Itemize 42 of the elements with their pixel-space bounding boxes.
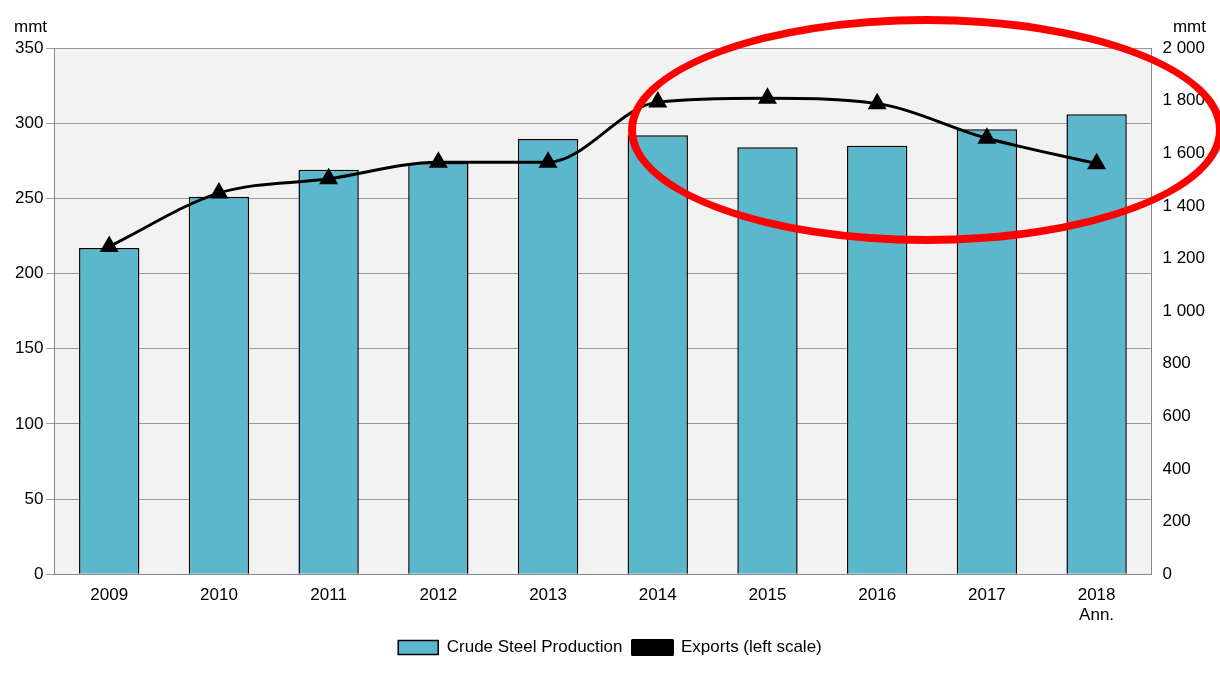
y2-tick-label: 2 000 [1162, 37, 1206, 57]
y-axis-title: mmt [14, 17, 48, 37]
legend-label: Exports (left scale) [681, 637, 822, 657]
y-tick-label: 50 [24, 488, 44, 508]
x-tick-label: 2018 Ann. [1077, 585, 1116, 625]
point [868, 94, 886, 110]
x-tick-label: 2014 [638, 585, 677, 605]
x-tick-label: 2010 [200, 585, 238, 605]
y2-tick-label: 1 400 [1162, 195, 1206, 215]
x-tick-label: 2017 [967, 585, 1006, 605]
y2-tick-label: 0 [1162, 563, 1172, 583]
point [429, 152, 447, 168]
x-tick-label: 2016 [858, 585, 897, 605]
point [100, 236, 118, 252]
point [539, 152, 557, 168]
y-tick-label: 350 [14, 37, 44, 57]
x-tick-label: 2012 [419, 585, 458, 605]
point [1088, 154, 1106, 170]
x-tick-label: 2015 [748, 585, 787, 605]
y-tick-label: 300 [14, 112, 44, 132]
point [759, 88, 776, 104]
x-tick-label: 2011 [310, 585, 347, 605]
y2-tick-label: 1 600 [1162, 142, 1206, 162]
legend-label: Crude Steel Production [446, 637, 623, 657]
y-tick-label: 0 [33, 563, 44, 583]
point [210, 183, 228, 199]
point [978, 128, 996, 144]
x-tick-label: 2009 [90, 585, 129, 605]
y-tick-label: 200 [14, 263, 44, 283]
x-tick-label: 2013 [529, 585, 567, 605]
y2-tick-label: 1 000 [1162, 300, 1206, 320]
y2-tick-label: 400 [1162, 458, 1191, 478]
y-tick-label: 150 [14, 338, 44, 358]
y2-axis-title: mmt [1172, 17, 1207, 37]
point [320, 169, 338, 185]
y2-tick-label: 800 [1162, 353, 1191, 373]
y2-tick-label: 200 [1162, 511, 1191, 531]
y2-tick-label: 1 200 [1162, 248, 1206, 268]
y-tick-label: 100 [14, 413, 44, 433]
y-tick-label: 250 [14, 188, 44, 208]
y2-tick-label: 600 [1162, 406, 1191, 426]
point [649, 92, 667, 108]
